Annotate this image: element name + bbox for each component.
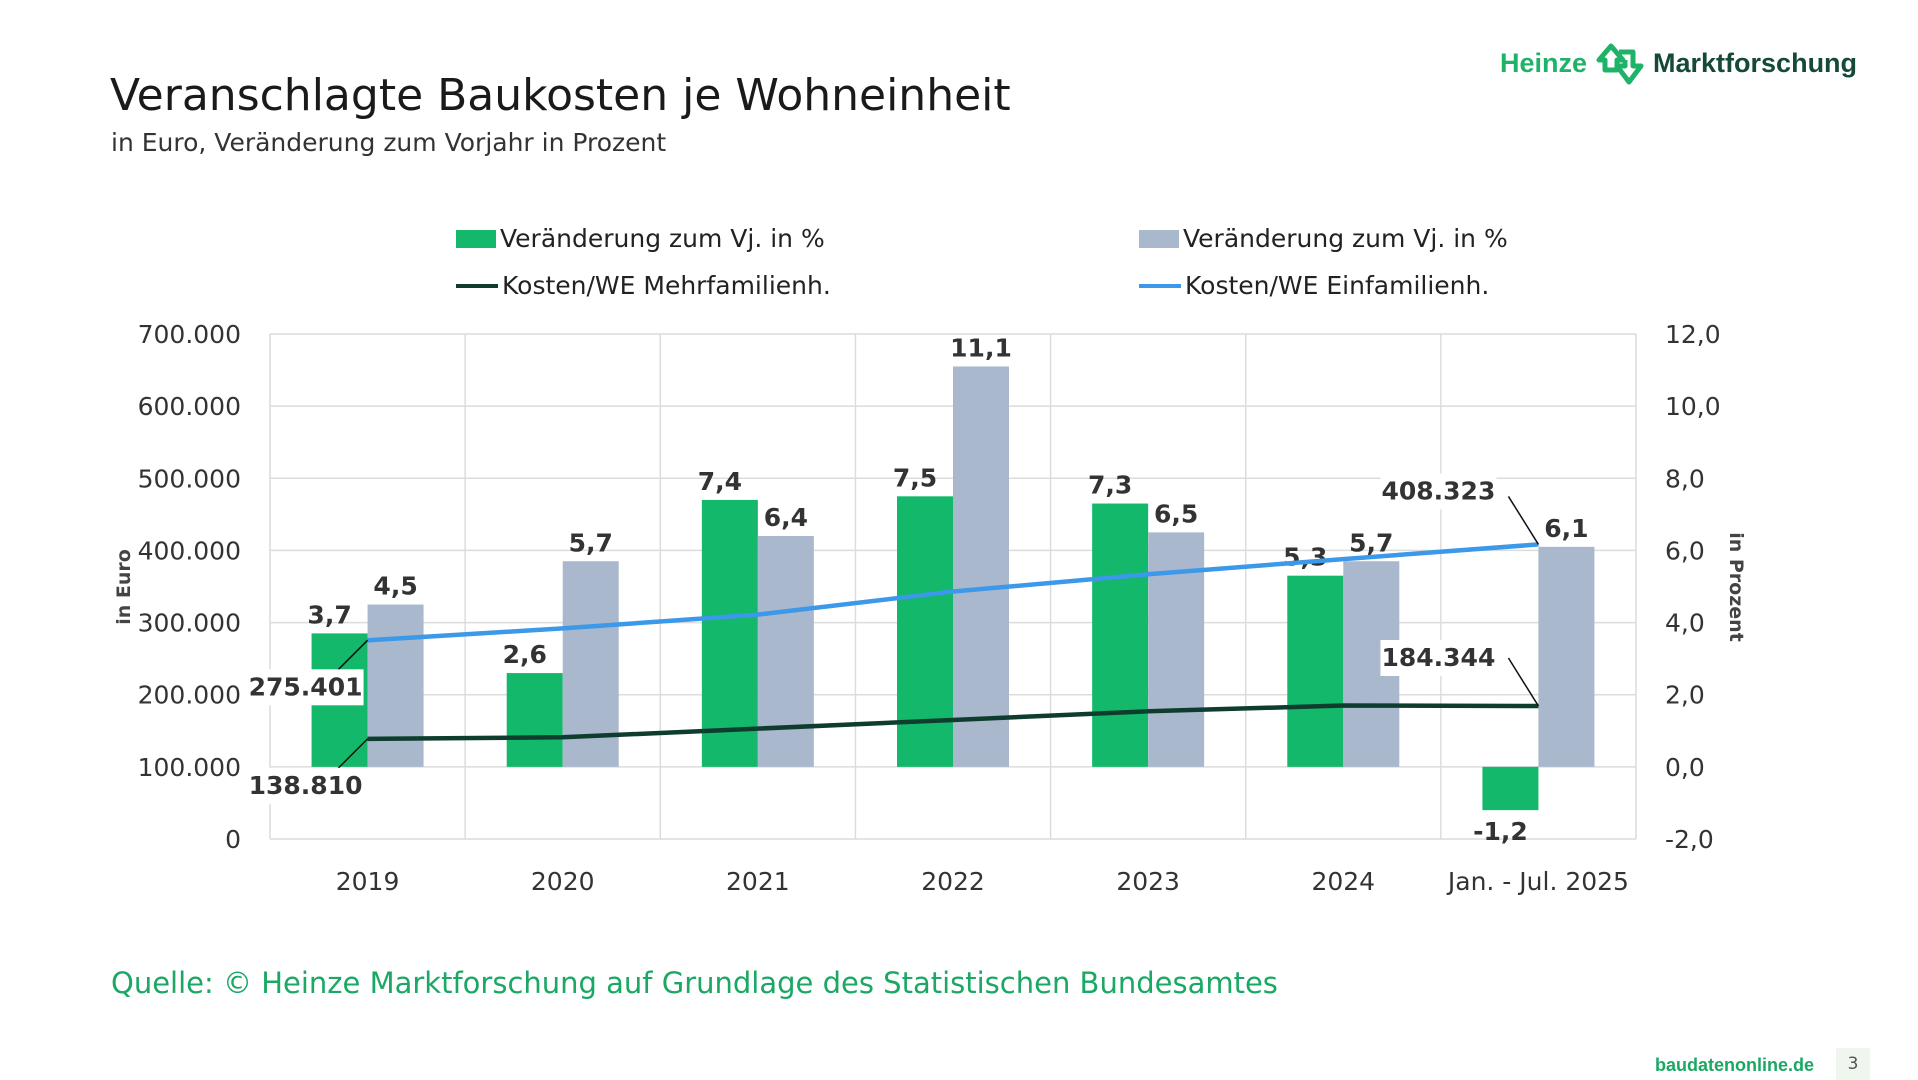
y-tick-left: 500.000 <box>138 464 241 493</box>
legend-item-green-bars: Veränderung zum Vj. in % <box>456 224 825 253</box>
x-tick-label: Jan. - Jul. 2025 <box>1446 867 1629 896</box>
bar-data-label: 5,7 <box>1349 528 1393 557</box>
bar-data-label: 11,1 <box>950 333 1012 362</box>
y-axis-label-right: in Prozent <box>1725 532 1747 642</box>
x-tick-label: 2022 <box>921 867 985 896</box>
legend-label: Veränderung zum Vj. in % <box>1183 224 1508 253</box>
data-label-box <box>1380 473 1497 510</box>
bar-data-label: 6,4 <box>764 503 808 532</box>
data-label-box <box>247 767 364 804</box>
bar-data-label: 5,3 <box>1283 543 1327 572</box>
bar <box>1092 503 1149 767</box>
footer-site[interactable]: baudatenonline.de <box>1655 1055 1815 1075</box>
bar <box>367 604 424 767</box>
bar <box>757 536 814 767</box>
x-tick-label: 2019 <box>336 867 400 896</box>
legend-swatch <box>456 229 496 248</box>
bar-data-label: 7,3 <box>1088 471 1132 500</box>
data-label-box <box>247 669 364 706</box>
page-number: 3 <box>1836 1048 1870 1080</box>
legend-swatch <box>456 283 498 288</box>
legend-item-mfh-line: Kosten/WE Mehrfamilienh. <box>456 271 831 300</box>
y-tick-left: 300.000 <box>138 609 241 638</box>
leader-line <box>335 639 369 673</box>
legend-item-efh-line: Kosten/WE Einfamilienh. <box>1139 271 1489 300</box>
line-data-label: 275.401 <box>249 672 363 701</box>
legend-item-gray-bars: Veränderung zum Vj. in % <box>1139 224 1508 253</box>
line-data-label: 184.344 <box>1381 643 1495 672</box>
bar-data-label: 7,5 <box>893 463 937 492</box>
chart-subtitle: in Euro, Veränderung zum Vorjahr in Proz… <box>111 128 667 157</box>
leader-line <box>1507 657 1540 707</box>
chart-title: Veranschlagte Baukosten je Wohneinheit <box>110 70 1011 121</box>
bar <box>1287 575 1344 767</box>
x-tick-label: 2021 <box>726 867 790 896</box>
source-note: Quelle: © Heinze Marktforschung auf Grun… <box>111 966 1278 1000</box>
y-tick-right: 12,0 <box>1665 320 1721 349</box>
y-tick-right: 0,0 <box>1665 753 1705 782</box>
y-tick-left: 600.000 <box>138 392 241 421</box>
bar <box>562 561 619 767</box>
leader-line <box>335 738 369 772</box>
logo-text-heinze: Heinze <box>1500 47 1588 78</box>
bar <box>1148 532 1205 767</box>
y-tick-right: 6,0 <box>1665 536 1705 565</box>
x-tick-label: 2024 <box>1311 867 1375 896</box>
y-tick-left: 400.000 <box>138 536 241 565</box>
bar <box>953 366 1009 767</box>
y-tick-right: 8,0 <box>1665 464 1705 493</box>
leader-line <box>1507 496 1540 545</box>
y-tick-left: 100.000 <box>138 753 241 782</box>
x-tick-label: 2023 <box>1116 867 1180 896</box>
bar-data-label: -1,2 <box>1473 817 1528 846</box>
arrows-house-icon <box>1596 43 1644 85</box>
bar <box>506 673 563 767</box>
y-axis-label-left: in Euro <box>113 549 135 625</box>
line-data-label: 138.810 <box>249 771 363 800</box>
bar <box>897 496 953 767</box>
legend-swatch <box>1139 283 1181 288</box>
y-tick-right: 10,0 <box>1665 392 1721 421</box>
y-tick-right: 2,0 <box>1665 681 1705 710</box>
bar-data-label: 6,5 <box>1154 499 1198 528</box>
legend-label: Veränderung zum Vj. in % <box>500 224 825 253</box>
legend-label: Kosten/WE Mehrfamilienh. <box>502 271 831 300</box>
bar-data-label: 2,6 <box>503 640 547 669</box>
logo-text-marktforschung: Marktforschung <box>1653 47 1858 78</box>
y-tick-left: 0 <box>225 825 241 854</box>
heinze-logo: Heinze Marktforschung <box>1500 40 1857 86</box>
y-tick-left: 200.000 <box>138 681 241 710</box>
bar <box>1482 766 1539 811</box>
y-tick-right: 4,0 <box>1665 609 1705 638</box>
data-label-box <box>1380 640 1497 677</box>
line-data-label: 408.323 <box>1381 476 1495 505</box>
legend-label: Kosten/WE Einfamilienh. <box>1185 271 1490 300</box>
legend-swatch <box>1139 229 1179 248</box>
x-tick-label: 2020 <box>531 867 595 896</box>
y-tick-right: -2,0 <box>1665 825 1714 854</box>
bar-data-label: 3,7 <box>307 600 351 629</box>
bar-data-label: 6,1 <box>1544 514 1588 543</box>
bar-data-label: 4,5 <box>373 572 417 601</box>
bar-data-label: 7,4 <box>698 467 742 496</box>
bar <box>1538 546 1595 767</box>
bar <box>701 499 758 767</box>
y-tick-left: 700.000 <box>138 320 241 349</box>
bar-data-label: 5,7 <box>569 528 613 557</box>
